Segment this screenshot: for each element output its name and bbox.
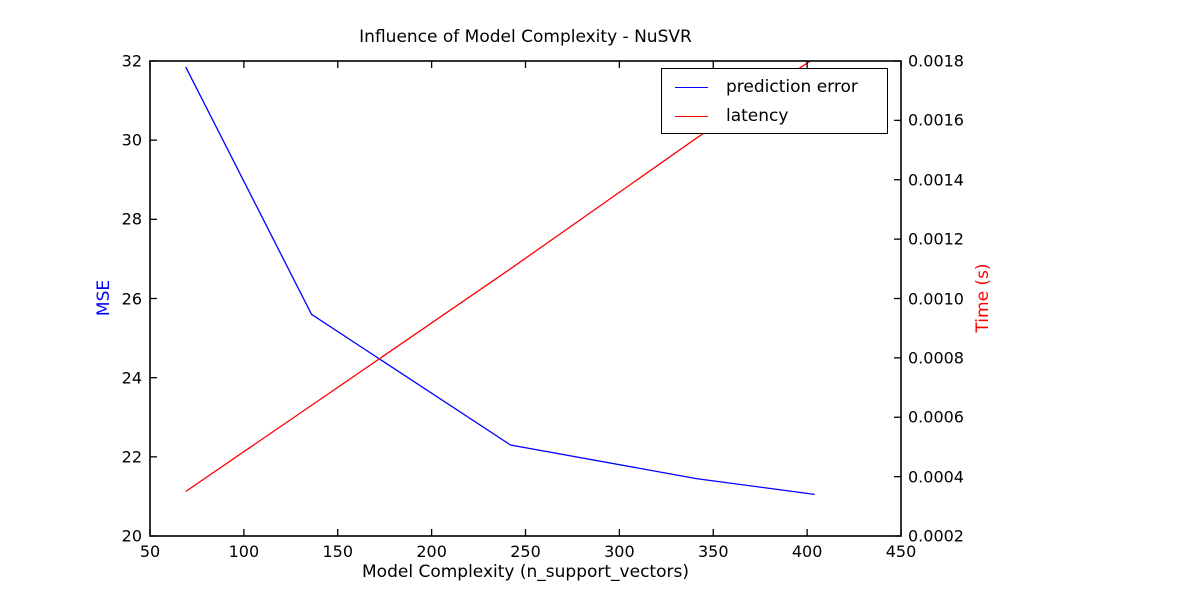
line-sample-icon	[675, 86, 708, 88]
y-tick-label-right: 0.0014	[908, 170, 964, 190]
y-tick-label-left: 32	[121, 51, 142, 71]
x-axis-label: Model Complexity (n_support_vectors)	[362, 562, 689, 582]
legend: prediction error latency	[661, 68, 888, 134]
y-axis-label-right: Time (s)	[973, 263, 993, 333]
series-line-prediction-error	[185, 66, 815, 496]
legend-label: prediction error	[726, 77, 858, 97]
y-tick-label-left: 26	[121, 289, 142, 308]
x-tick-label: 400	[791, 542, 823, 561]
y-tick-label-left: 20	[121, 526, 142, 546]
y-tick-label-left: 28	[121, 209, 142, 229]
y-tick-label-right: 0.0008	[908, 348, 964, 368]
y-tick-label-right: 0.0018	[908, 51, 964, 71]
x-tick-label: 150	[322, 542, 354, 561]
x-tick-label: 300	[604, 542, 635, 561]
line-sample-icon	[675, 115, 708, 117]
y-tick-label-right: 0.0016	[908, 110, 964, 130]
y-tick-label-right: 0.0004	[908, 467, 964, 487]
legend-entry-prediction-error: prediction error	[662, 72, 887, 102]
legend-entry-latency: latency	[662, 101, 887, 131]
y-axis-label-left: MSE	[94, 279, 114, 317]
x-tick-label: 100	[228, 542, 260, 561]
y-tick-label-left: 24	[121, 368, 142, 388]
legend-label: latency	[726, 106, 789, 126]
x-tick-label: 350	[697, 542, 729, 561]
x-tick-label: 450	[885, 542, 917, 561]
y-tick-label-right: 0.0002	[908, 526, 964, 546]
x-tick-label: 250	[510, 542, 541, 561]
y-tick-label-left: 22	[121, 447, 142, 467]
y-tick-label-right: 0.0006	[908, 407, 964, 427]
y-tick-label-right: 0.0012	[908, 229, 964, 249]
chart-title: Influence of Model Complexity - NuSVR	[359, 27, 692, 47]
y-tick-label-right: 0.0010	[908, 289, 964, 308]
x-tick-label: 50	[139, 542, 161, 561]
y-tick-label-left: 30	[121, 130, 142, 150]
x-tick-label: 200	[416, 542, 447, 561]
